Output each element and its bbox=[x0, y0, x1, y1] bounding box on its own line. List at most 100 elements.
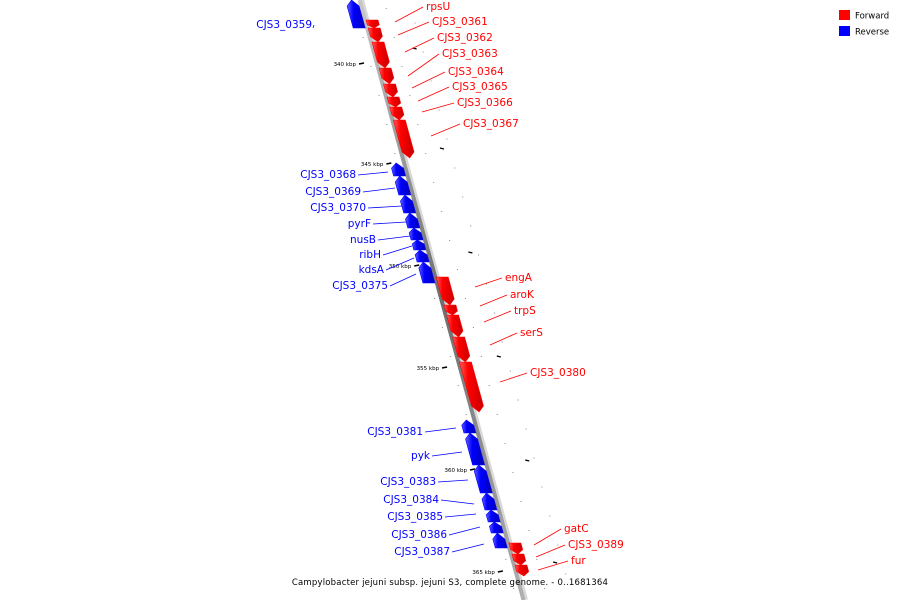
gene-arrow[interactable] bbox=[492, 532, 508, 549]
gene-label[interactable]: trpS bbox=[514, 305, 536, 317]
gene-cjs3-0375[interactable]: CJS3_0375 bbox=[332, 261, 436, 292]
tick-mark bbox=[386, 162, 392, 165]
gene-rpsu[interactable]: rpsU bbox=[365, 1, 450, 29]
gene-cjs3-0366[interactable]: CJS3_0366 bbox=[389, 97, 513, 121]
gene-arok[interactable]: aroK bbox=[443, 289, 535, 316]
gene-label[interactable]: kdsA bbox=[359, 264, 385, 276]
gene-cjs3-0389[interactable]: CJS3_0389 bbox=[511, 539, 624, 566]
gene-arrow[interactable] bbox=[371, 41, 390, 69]
gene-arrow[interactable] bbox=[511, 553, 527, 566]
gene-cjs3-0380[interactable]: CJS3_0380 bbox=[459, 361, 586, 413]
gene-label[interactable]: pyk bbox=[411, 450, 431, 462]
gene-fur[interactable]: fur bbox=[514, 555, 586, 577]
gene-gatc[interactable]: gatC bbox=[508, 523, 589, 555]
scale-ticks: 340 kbp 345 kbp 350 kbp 355 kbp 360 kbp 365 k… bbox=[334, 47, 558, 576]
gene-label[interactable]: CJS3_0384 bbox=[383, 494, 439, 506]
gene-label[interactable]: CJS3_0359 bbox=[256, 19, 312, 31]
scale-dot bbox=[418, 240, 420, 241]
gene-arrow[interactable] bbox=[346, 0, 366, 29]
gene-label[interactable]: CJS3_0375 bbox=[332, 280, 388, 292]
gene-arrow[interactable] bbox=[435, 276, 455, 306]
gene-label[interactable]: rpsU bbox=[426, 1, 450, 13]
gene-label[interactable]: CJS3_0365 bbox=[452, 81, 508, 93]
gene-label[interactable]: engA bbox=[505, 272, 533, 284]
gene-label[interactable]: pyrF bbox=[348, 218, 371, 230]
gene-enga[interactable]: engA bbox=[435, 272, 533, 306]
gene-label[interactable]: CJS3_0369 bbox=[305, 186, 361, 198]
gene-arrow[interactable] bbox=[365, 19, 380, 29]
gene-label[interactable]: fur bbox=[571, 555, 586, 567]
gene-cjs3-0368[interactable]: CJS3_0368 bbox=[300, 162, 406, 181]
gene-sers[interactable]: serS bbox=[452, 327, 544, 363]
minor-tick-mark bbox=[439, 147, 445, 150]
gene-cjs3-0386[interactable]: CJS3_0386 bbox=[391, 521, 504, 541]
tick-mark bbox=[441, 366, 448, 369]
scale-dot bbox=[441, 327, 443, 328]
gene-cjs3-0384[interactable]: CJS3_0384 bbox=[383, 492, 498, 511]
gene-label[interactable]: CJS3_0380 bbox=[530, 367, 586, 379]
gene-label[interactable]: serS bbox=[520, 327, 543, 339]
gene-label[interactable]: CJS3_0368 bbox=[300, 169, 356, 181]
gene-ribh[interactable]: ribH bbox=[359, 239, 427, 261]
gene-cjs3-0362[interactable]: CJS3_0362 bbox=[371, 32, 493, 69]
gene-label[interactable]: CJS3_0389 bbox=[568, 539, 624, 551]
gene-arrow[interactable] bbox=[367, 27, 383, 43]
gene-arrow[interactable] bbox=[386, 96, 402, 108]
legend-label-forward: Forward bbox=[855, 12, 889, 22]
gene-arrow[interactable] bbox=[418, 261, 436, 284]
gene-nusb[interactable]: nusB bbox=[350, 227, 424, 246]
gene-label[interactable]: CJS3_0386 bbox=[391, 529, 447, 541]
gene-cjs3-0364[interactable]: CJS3_0364 bbox=[383, 66, 505, 98]
gene-arrow[interactable] bbox=[446, 314, 464, 338]
scale-dot bbox=[394, 153, 396, 154]
gene-cjs3-0365[interactable]: CJS3_0365 bbox=[386, 81, 508, 108]
gene-label[interactable]: CJS3_0387 bbox=[394, 546, 450, 558]
gene-arrow[interactable] bbox=[392, 119, 415, 159]
gene-cjs3-0361[interactable]: CJS3_0361 bbox=[367, 16, 488, 43]
scale-dot bbox=[501, 341, 503, 343]
scale-dot bbox=[414, 22, 416, 24]
gene-arrow[interactable] bbox=[383, 83, 398, 98]
gene-label[interactable]: nusB bbox=[350, 234, 376, 246]
gene-label[interactable]: CJS3_0366 bbox=[457, 97, 513, 109]
gene-cjs3-0370[interactable]: CJS3_0370 bbox=[310, 194, 417, 214]
gene-cjs3-0383[interactable]: CJS3_0383 bbox=[380, 464, 493, 494]
gene-label[interactable]: CJS3_0364 bbox=[448, 66, 504, 78]
gene-leader-line bbox=[431, 451, 463, 457]
gene-kdsa[interactable]: kdsA bbox=[359, 249, 430, 276]
gene-label[interactable]: CJS3_0367 bbox=[463, 118, 519, 130]
gene-trps[interactable]: trpS bbox=[446, 305, 536, 338]
gene-label[interactable]: CJS3_0370 bbox=[310, 202, 366, 214]
gene-cjs3-0387[interactable]: CJS3_0387 bbox=[394, 532, 508, 558]
gene-arrow[interactable] bbox=[459, 361, 484, 413]
gene-label[interactable]: CJS3_0362 bbox=[437, 32, 493, 44]
scale-dot bbox=[541, 486, 543, 488]
gene-label[interactable]: ribH bbox=[359, 249, 381, 261]
scale-dot bbox=[393, 37, 395, 38]
gene-label[interactable]: CJS3_0361 bbox=[432, 16, 488, 28]
gene-arrow[interactable] bbox=[452, 336, 471, 363]
gene-arrow[interactable] bbox=[389, 106, 405, 121]
gene-arrow[interactable] bbox=[508, 542, 524, 555]
gene-leader-line bbox=[407, 53, 440, 77]
gene-cjs3-0369[interactable]: CJS3_0369 bbox=[305, 175, 412, 198]
gene-cjs3-0359[interactable]: CJS3_0359 bbox=[256, 0, 366, 31]
gene-cjs3-0367[interactable]: CJS3_0367 bbox=[392, 118, 519, 159]
gene-pyrf[interactable]: pyrF bbox=[348, 212, 421, 230]
gene-label[interactable]: gatC bbox=[564, 523, 589, 535]
gene-arrow[interactable] bbox=[443, 304, 458, 316]
gene-cjs3-0381[interactable]: CJS3_0381 bbox=[367, 419, 477, 438]
gene-label[interactable]: CJS3_0383 bbox=[380, 476, 436, 488]
gene-cjs3-0385[interactable]: CJS3_0385 bbox=[387, 509, 501, 523]
gene-arrow[interactable] bbox=[514, 564, 530, 577]
scale-dot bbox=[370, 66, 372, 67]
gene-label[interactable]: CJS3_0385 bbox=[387, 511, 443, 523]
scale-dot bbox=[457, 269, 458, 270]
gene-label[interactable]: CJS3_0381 bbox=[367, 426, 423, 438]
gene-label[interactable]: CJS3_0363 bbox=[442, 48, 498, 60]
scale-dot bbox=[385, 8, 387, 9]
gene-cjs3-0363[interactable]: CJS3_0363 bbox=[378, 48, 498, 85]
gene-leader-line bbox=[362, 187, 396, 193]
gene-arrow[interactable] bbox=[378, 67, 395, 85]
gene-label[interactable]: aroK bbox=[510, 289, 535, 301]
